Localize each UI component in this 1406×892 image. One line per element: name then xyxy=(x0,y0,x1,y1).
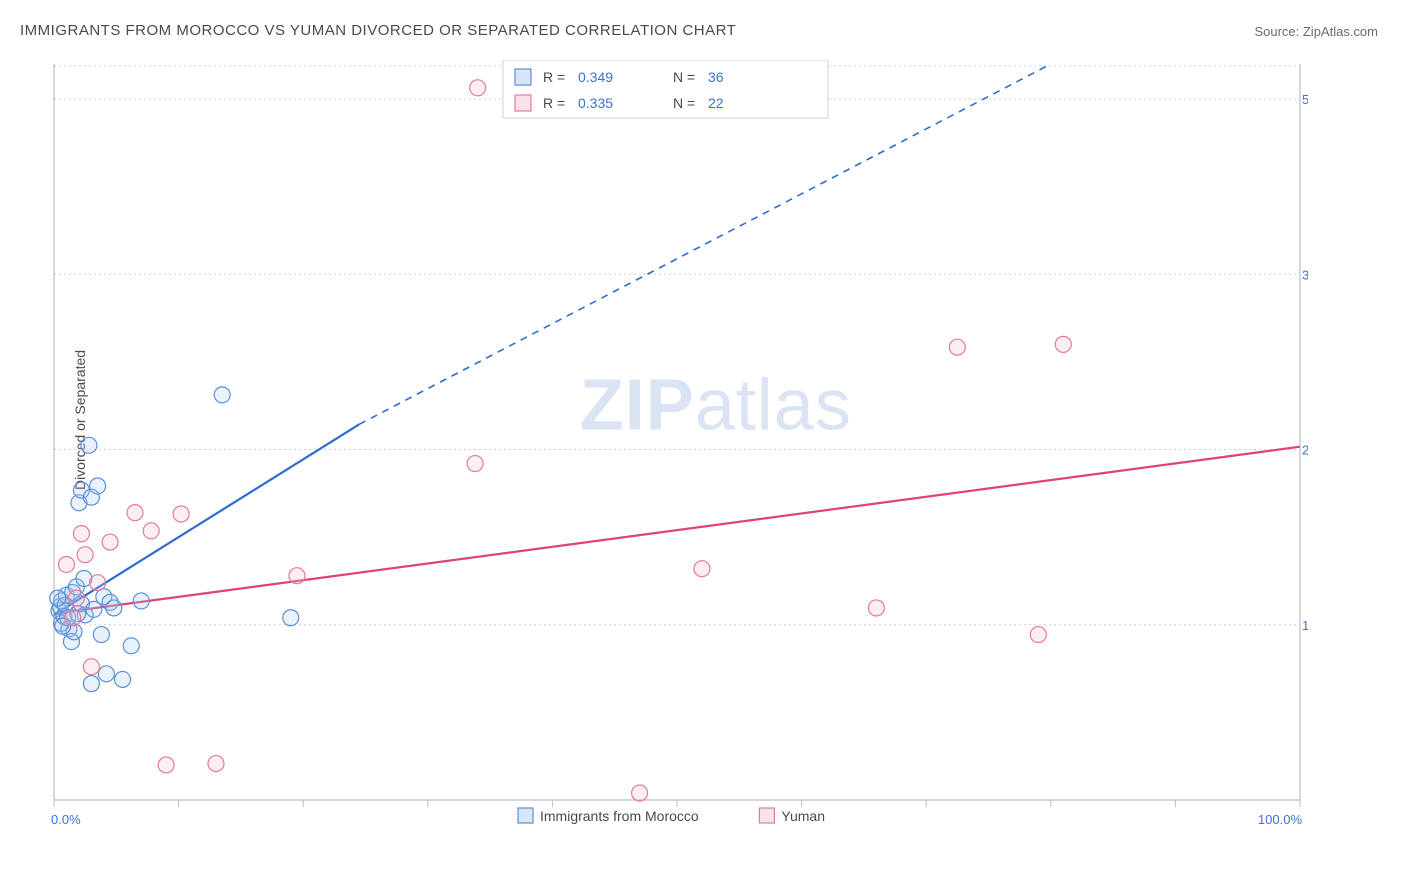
legend-n-label: N = xyxy=(673,69,695,85)
scatter-point xyxy=(93,627,109,643)
scatter-point xyxy=(632,785,648,801)
tick-labels-layer: 12.5% 25.0% 37.5% 50.0% 0.0% 100.0% xyxy=(51,92,1308,827)
scatter-point xyxy=(58,556,74,572)
chart-container: IMMIGRANTS FROM MOROCCO VS YUMAN DIVORCE… xyxy=(0,0,1406,892)
y-tick-label: 12.5% xyxy=(1302,618,1308,633)
series-label: Yuman xyxy=(781,808,825,824)
scatter-point xyxy=(106,600,122,616)
scatter-point xyxy=(123,638,139,654)
grid-layer xyxy=(54,66,1300,625)
legend-n-value: 22 xyxy=(708,95,724,111)
legend-n-value: 36 xyxy=(708,69,724,85)
scatter-point xyxy=(694,561,710,577)
scatter-point xyxy=(949,339,965,355)
scatter-point xyxy=(133,593,149,609)
scatter-point xyxy=(68,590,84,606)
series-swatch xyxy=(518,808,533,823)
scatter-point xyxy=(81,437,97,453)
chart-title: IMMIGRANTS FROM MOROCCO VS YUMAN DIVORCE… xyxy=(20,22,736,39)
watermark-layer: ZIPatlas xyxy=(580,366,852,446)
scatter-point xyxy=(98,666,114,682)
legend-r-label: R = xyxy=(543,69,565,85)
trendlines-layer xyxy=(54,64,1300,615)
legend-r-value: 0.335 xyxy=(578,95,613,111)
legend-series: Immigrants from Morocco Yuman xyxy=(518,808,825,824)
scatter-point xyxy=(208,756,224,772)
scatter-point xyxy=(143,523,159,539)
chart-svg: ZIPatlas R = 0.349N = 36R = 0.335N = 22 … xyxy=(48,60,1308,830)
source-attribution: Source: ZipAtlas.com xyxy=(1254,24,1378,39)
scatter-point xyxy=(65,610,81,626)
source-name: ZipAtlas.com xyxy=(1303,24,1378,39)
scatter-point xyxy=(214,387,230,403)
x-tick-label-min: 0.0% xyxy=(51,812,81,827)
x-tick-label-max: 100.0% xyxy=(1258,812,1303,827)
series-label: Immigrants from Morocco xyxy=(540,808,699,824)
scatter-point xyxy=(470,80,486,96)
scatter-point xyxy=(83,676,99,692)
source-prefix: Source: xyxy=(1254,24,1302,39)
y-tick-label: 37.5% xyxy=(1302,267,1308,282)
scatter-point xyxy=(1055,336,1071,352)
legend-n-label: N = xyxy=(673,95,695,111)
scatter-point xyxy=(90,478,106,494)
scatter-point xyxy=(283,610,299,626)
scatter-point xyxy=(73,526,89,542)
scatter-point xyxy=(158,757,174,773)
svg-text:ZIPatlas: ZIPatlas xyxy=(580,366,852,446)
legend-swatch xyxy=(515,69,531,85)
scatter-point xyxy=(173,506,189,522)
scatter-point xyxy=(1030,627,1046,643)
scatter-point xyxy=(115,671,131,687)
scatter-points-layer xyxy=(50,80,1072,801)
legend-correlation: R = 0.349 N = 36 R = 0.335 N = 22 xyxy=(503,60,828,118)
scatter-point xyxy=(127,505,143,521)
scatter-point xyxy=(50,590,66,606)
plot-area: ZIPatlas R = 0.349N = 36R = 0.335N = 22 … xyxy=(48,60,1308,830)
scatter-point xyxy=(868,600,884,616)
legend-r-value: 0.349 xyxy=(578,69,613,85)
scatter-point xyxy=(90,575,106,591)
y-tick-label: 50.0% xyxy=(1302,92,1308,107)
scatter-point xyxy=(102,534,118,550)
scatter-point xyxy=(289,568,305,584)
y-tick-label: 25.0% xyxy=(1302,443,1308,458)
legend-r-label: R = xyxy=(543,95,565,111)
series-swatch xyxy=(759,808,774,823)
scatter-point xyxy=(77,547,93,563)
scatter-point xyxy=(86,601,102,617)
scatter-point xyxy=(83,659,99,675)
scatter-point xyxy=(467,456,483,472)
legend-swatch xyxy=(515,95,531,111)
